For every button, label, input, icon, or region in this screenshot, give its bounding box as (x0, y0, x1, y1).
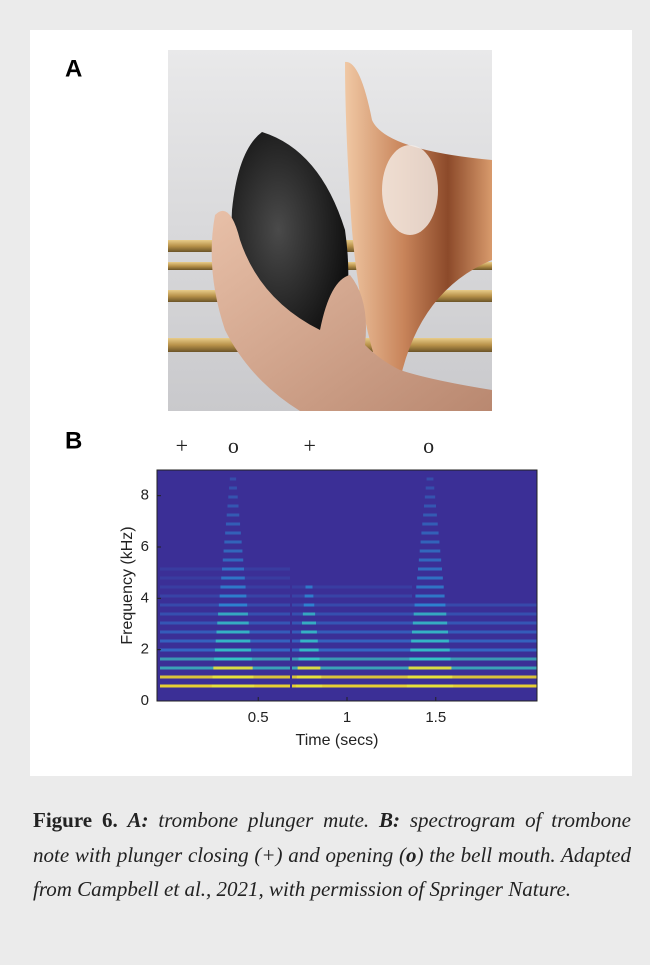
caption-text: trombone plunger mute. (148, 808, 380, 832)
annotation: o (228, 433, 239, 458)
panel-label: A (65, 55, 82, 82)
annotation: o (423, 433, 434, 458)
caption-text: spectrogram of trombone note with plunge… (33, 808, 631, 867)
x-tick-label: 0.5 (248, 709, 269, 726)
caption: Figure 6. A: trombone plunger mute. B: s… (33, 803, 631, 907)
x-axis-label: Time (secs) (296, 732, 379, 749)
photo (168, 50, 492, 411)
plot-background (157, 470, 537, 701)
y-tick-label: 4 (141, 589, 149, 606)
y-tick-label: 0 (141, 692, 149, 709)
y-tick-label: 8 (141, 487, 149, 504)
x-tick-label: 1 (343, 709, 351, 726)
caption-symbol: o (405, 842, 417, 867)
annotation: + (176, 433, 188, 458)
caption-part-label: B: (379, 808, 401, 832)
caption-part-label: A: (127, 808, 149, 832)
figure: A B 0.5 1 1.5 0 2 4 6 8 Time (secs) Frequency (kH… (65, 50, 538, 749)
caption-figure-label: Figure 6. (33, 808, 118, 832)
spectrogram-image (157, 470, 537, 701)
panel-label: B (65, 427, 82, 454)
annotation: + (303, 433, 315, 458)
y-axis-label: Frequency (kHz) (119, 526, 136, 644)
x-tick-label: 1.5 (425, 709, 446, 726)
spectrogram: 0.5 1 1.5 0 2 4 6 8 Time (secs) Frequency (kHz) + o… (119, 433, 538, 749)
caption-text: ) the bell mouth. Adapted from Campbell … (33, 842, 631, 902)
y-tick-label: 2 (141, 641, 149, 658)
y-tick-label: 6 (141, 538, 149, 555)
